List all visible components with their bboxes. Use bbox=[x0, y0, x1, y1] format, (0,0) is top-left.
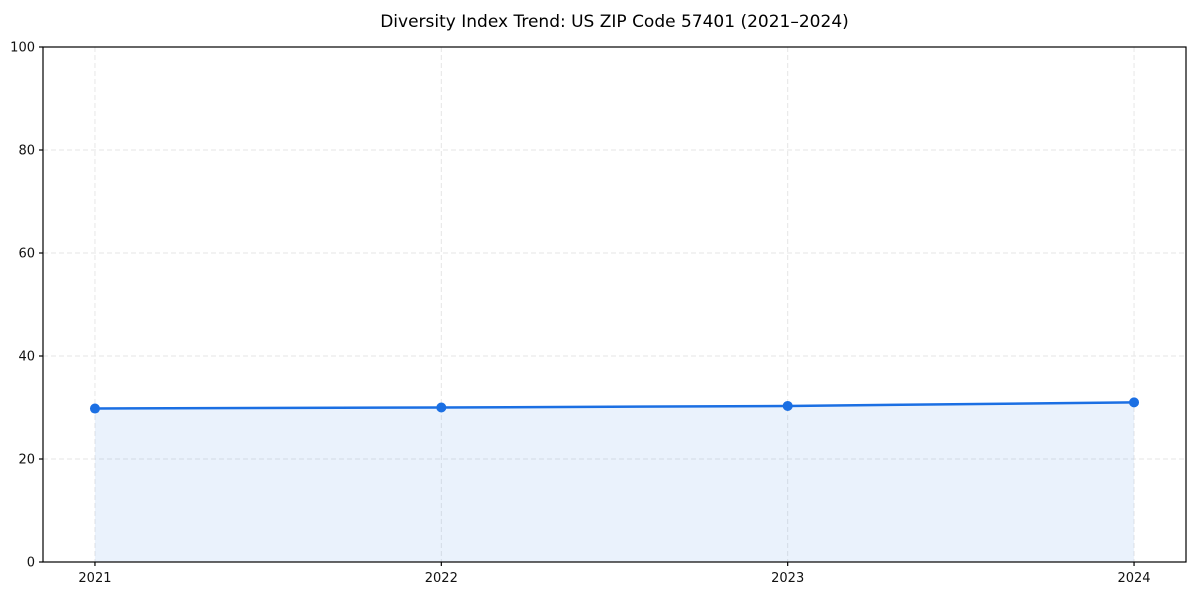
data-point-marker bbox=[1129, 397, 1140, 408]
data-point-marker bbox=[782, 400, 793, 411]
y-tick-label: 60 bbox=[18, 247, 35, 262]
x-tick-label: 2022 bbox=[425, 571, 458, 586]
axes-spines bbox=[42, 46, 1187, 563]
y-tick-label: 40 bbox=[18, 350, 35, 365]
x-tick-label: 2021 bbox=[78, 571, 111, 586]
y-tick-label: 80 bbox=[18, 144, 35, 159]
y-tick-label: 100 bbox=[10, 41, 35, 56]
area-fill bbox=[94, 402, 1135, 562]
x-tick-label: 2023 bbox=[771, 571, 804, 586]
x-tick-label: 2024 bbox=[1117, 571, 1150, 586]
trend-line bbox=[93, 401, 1136, 410]
y-tick-label: 20 bbox=[18, 453, 35, 468]
chart-title: Diversity Index Trend: US ZIP Code 57401… bbox=[380, 12, 849, 32]
y-tick-label: 0 bbox=[27, 556, 35, 571]
data-point-marker bbox=[89, 403, 100, 414]
data-point-marker bbox=[436, 402, 447, 413]
